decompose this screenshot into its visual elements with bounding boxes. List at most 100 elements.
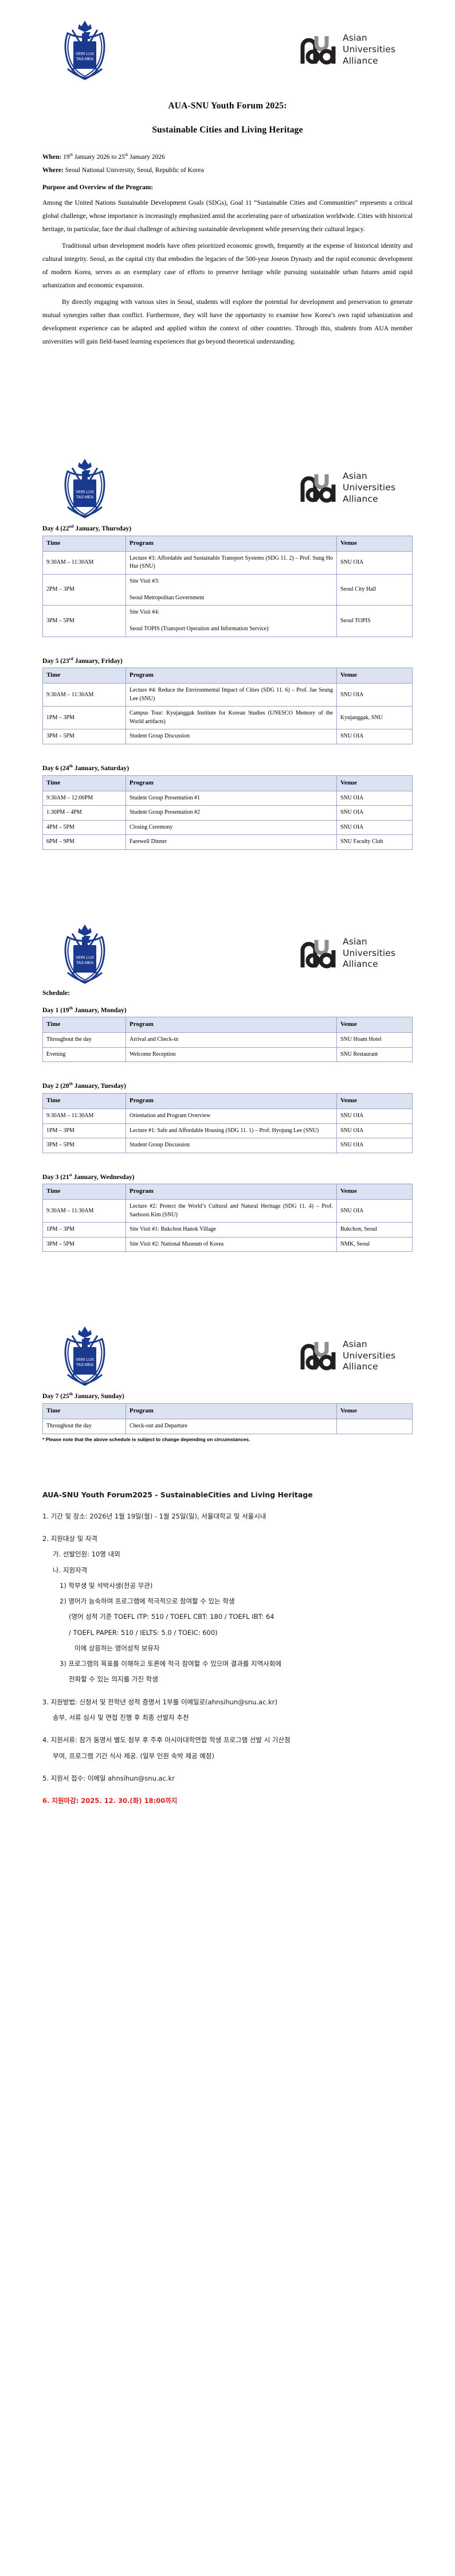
when-label: When: xyxy=(42,153,62,161)
program-cell: Site Visit #1: Bukchon Hanok Village xyxy=(125,1222,337,1238)
korean-item-2b2a: (영어 성적 기준 TOEFL ITP: 510 / TOEFL CBT: 18… xyxy=(69,1613,274,1621)
korean-item-4: 4. 지원서류: 참가 동영서 별도 첨부 후 주후 아시아대학연합 학생 프로… xyxy=(42,1736,291,1744)
day6-label-pre: Day 6 (24 xyxy=(42,764,69,772)
venue-cell: Seoul City Hall xyxy=(336,573,413,606)
when-value-post: January 2026 xyxy=(128,153,165,161)
col-header-program: Program xyxy=(125,1184,337,1200)
korean-item-2b1: 1) 학부생 및 석박사생(전공 무관) xyxy=(60,1581,153,1590)
time-cell: 1PM – 3PM xyxy=(42,1123,126,1139)
when-sup-2: th xyxy=(124,153,128,157)
schedule-note: * Please note that the above schedule is… xyxy=(42,1436,250,1442)
aua-mark-icon xyxy=(300,36,336,65)
page-2: VERI LUX TAS MEA Asian Universities A xyxy=(0,438,455,904)
time-cell: 4PM – 5PM xyxy=(42,819,126,836)
when-line: When: 19th January 2026 to 25th January … xyxy=(42,153,413,161)
col-header-venue: Venue xyxy=(336,668,413,684)
table-header-row: Time Program Venue xyxy=(42,535,413,552)
table-row: Throughout the day Check-out and Departur… xyxy=(42,1419,413,1434)
purpose-heading: Purpose and Overview of the Program: xyxy=(42,184,154,191)
korean-item-2b2c: 이에 상응하는 영어성적 보유자 xyxy=(74,1644,160,1652)
table-row: 9:30AM – 11:30AM Orientation and Program … xyxy=(42,1109,413,1124)
table-row: 3PM – 5PM Site Visit #4: Seoul TOPIS (Tran… xyxy=(42,605,413,637)
program-cell: Site Visit #4: Seoul TOPIS (Transport Ope… xyxy=(125,605,337,637)
day7-schedule-table: Time Program Venue Throughout the day Che… xyxy=(42,1403,413,1434)
header-logos-p2: VERI LUX TAS MEA Asian Universities A xyxy=(42,438,413,524)
aua-logo: Asian Universities Alliance xyxy=(300,936,395,970)
day6-label-sup: th xyxy=(69,763,73,768)
snu-logo-icon: VERI LUX TAS MEA xyxy=(64,21,105,80)
snu-logo-icon: VERI LUX TAS MEA xyxy=(64,458,105,518)
program-cell: Student Group Presentation #2 xyxy=(125,805,337,821)
svg-text:TAS MEA: TAS MEA xyxy=(76,495,94,499)
venue-cell: Bukchon, Seoul xyxy=(336,1222,413,1238)
aua-line-3: Alliance xyxy=(343,1361,378,1372)
aua-mark-icon xyxy=(300,1342,336,1371)
table-row: 9:30AM – 11:30AM Lecture #3: Affordable a… xyxy=(42,551,413,575)
program-cell: Lecture #2: Protect the World’s Cultural… xyxy=(125,1199,337,1223)
day3-label-sup: st xyxy=(69,1172,72,1177)
venue-cell: SNU OIA xyxy=(336,1138,413,1153)
svg-text:TAS MEA: TAS MEA xyxy=(76,961,94,965)
korean-item-3b: 송부, 서류 심사 및 면접 진행 후 최종 선발자 추천 xyxy=(53,1714,189,1722)
venue-cell: Seoul TOPIS xyxy=(336,605,413,637)
aua-logo: Asian Universities Alliance xyxy=(300,33,395,67)
svg-text:VERI LUX: VERI LUX xyxy=(76,956,94,960)
page-4: VERI LUX TAS MEA Asian Universities A xyxy=(0,1306,455,1828)
day7-label-pre: Day 7 (25 xyxy=(42,1393,69,1400)
day7-label-post: January, Sunday) xyxy=(72,1393,124,1400)
where-line: Where: Seoul National University, Seoul,… xyxy=(42,167,413,174)
day3-label-pre: Day 3 (21 xyxy=(42,1173,69,1181)
page-1: VERI LUX TAS MEA Asian Universities A xyxy=(0,0,455,438)
program-cell: Farewell Dinner xyxy=(125,834,337,850)
venue-cell: NMK, Seoul xyxy=(336,1236,413,1252)
table-row: 2PM – 3PM Site Visit #3: Seoul Metropolita… xyxy=(42,573,413,606)
time-cell: 1:30PM – 4PM xyxy=(42,805,126,821)
schedule-heading: Schedule: xyxy=(42,989,70,997)
day4-label-post: January, Thursday) xyxy=(73,525,132,532)
page-title-line-2: Sustainable Cities and Living Heritage xyxy=(152,125,303,135)
program-cell: Student Group Discussion xyxy=(125,1138,337,1153)
day3-label-post: January, Wednesday) xyxy=(72,1173,135,1181)
time-cell: 9:30AM – 12:00PM xyxy=(42,790,126,806)
program-cell: Welcome Reception xyxy=(125,1047,337,1063)
time-cell: 1PM – 3PM xyxy=(42,1222,126,1238)
table-row: 3PM – 5PM Site Visit #2: National Museum … xyxy=(42,1236,413,1252)
paragraph-1: Among the United Nations Sustainable Dev… xyxy=(42,199,413,233)
venue-cell: SNU OIA xyxy=(336,790,413,806)
col-header-program: Program xyxy=(125,1017,337,1033)
day6-schedule-table: Time Program Venue 9:30AM – 12:00PM Stude… xyxy=(42,775,413,850)
korean-item-5: 5. 지원서 접수: 이메일 ahnsihun@snu.ac.kr xyxy=(42,1774,175,1782)
col-header-time: Time xyxy=(42,1093,126,1110)
table-header-row: Time Program Venue xyxy=(42,1017,413,1033)
table-row: Throughout the day Arrival and Check-in SN… xyxy=(42,1032,413,1048)
table-row: 3PM – 5PM Student Group Discussion SNU OIA xyxy=(42,1138,413,1153)
korean-heading: AUA-SNU Youth Forum2025 - SustainableCit… xyxy=(42,1490,313,1499)
aua-mark-icon xyxy=(300,474,336,503)
day2-label-post: January, Tuesday) xyxy=(72,1083,126,1090)
program-cell: Student Group Presentation #1 xyxy=(125,790,337,806)
col-header-venue: Venue xyxy=(336,1093,413,1110)
time-cell: 3PM – 5PM xyxy=(42,605,126,637)
aua-line-3: Alliance xyxy=(343,493,378,504)
table-row: 9:30AM – 11:30AM Lecture #2: Protect the … xyxy=(42,1199,413,1223)
col-header-time: Time xyxy=(42,1017,126,1033)
korean-item-6-deadline: 6. 지원마감: 2025. 12. 30.(화) 18:00까지 xyxy=(42,1797,178,1805)
aua-line-3: Alliance xyxy=(343,959,378,970)
col-header-venue: Venue xyxy=(336,535,413,552)
day7-label: Day 7 (25th January, Sunday) xyxy=(42,1392,413,1400)
time-cell: Evening xyxy=(42,1047,126,1063)
table-header-row: Time Program Venue xyxy=(42,1093,413,1110)
when-value-mid: January 2026 to 25 xyxy=(73,153,125,161)
col-header-time: Time xyxy=(42,775,126,791)
table-row: 6PM – 9PM Farewell Dinner SNU Faculty Club xyxy=(42,834,413,850)
where-label: Where: xyxy=(42,166,64,174)
day2-label-pre: Day 2 (20 xyxy=(42,1083,69,1090)
day1-schedule-table: Time Program Venue Throughout the day Arr… xyxy=(42,1017,413,1063)
venue-cell: SNU Restaurant xyxy=(336,1047,413,1063)
venue-cell: SNU OIA xyxy=(336,1123,413,1139)
time-cell: 3PM – 5PM xyxy=(42,729,126,744)
svg-text:VERI LUX: VERI LUX xyxy=(76,52,94,56)
table-row: 9:30AM – 11:30AM Lecture #4: Reduce the E… xyxy=(42,683,413,707)
venue-cell: SNU OIA xyxy=(336,1199,413,1223)
venue-cell: SNU OIA xyxy=(336,805,413,821)
